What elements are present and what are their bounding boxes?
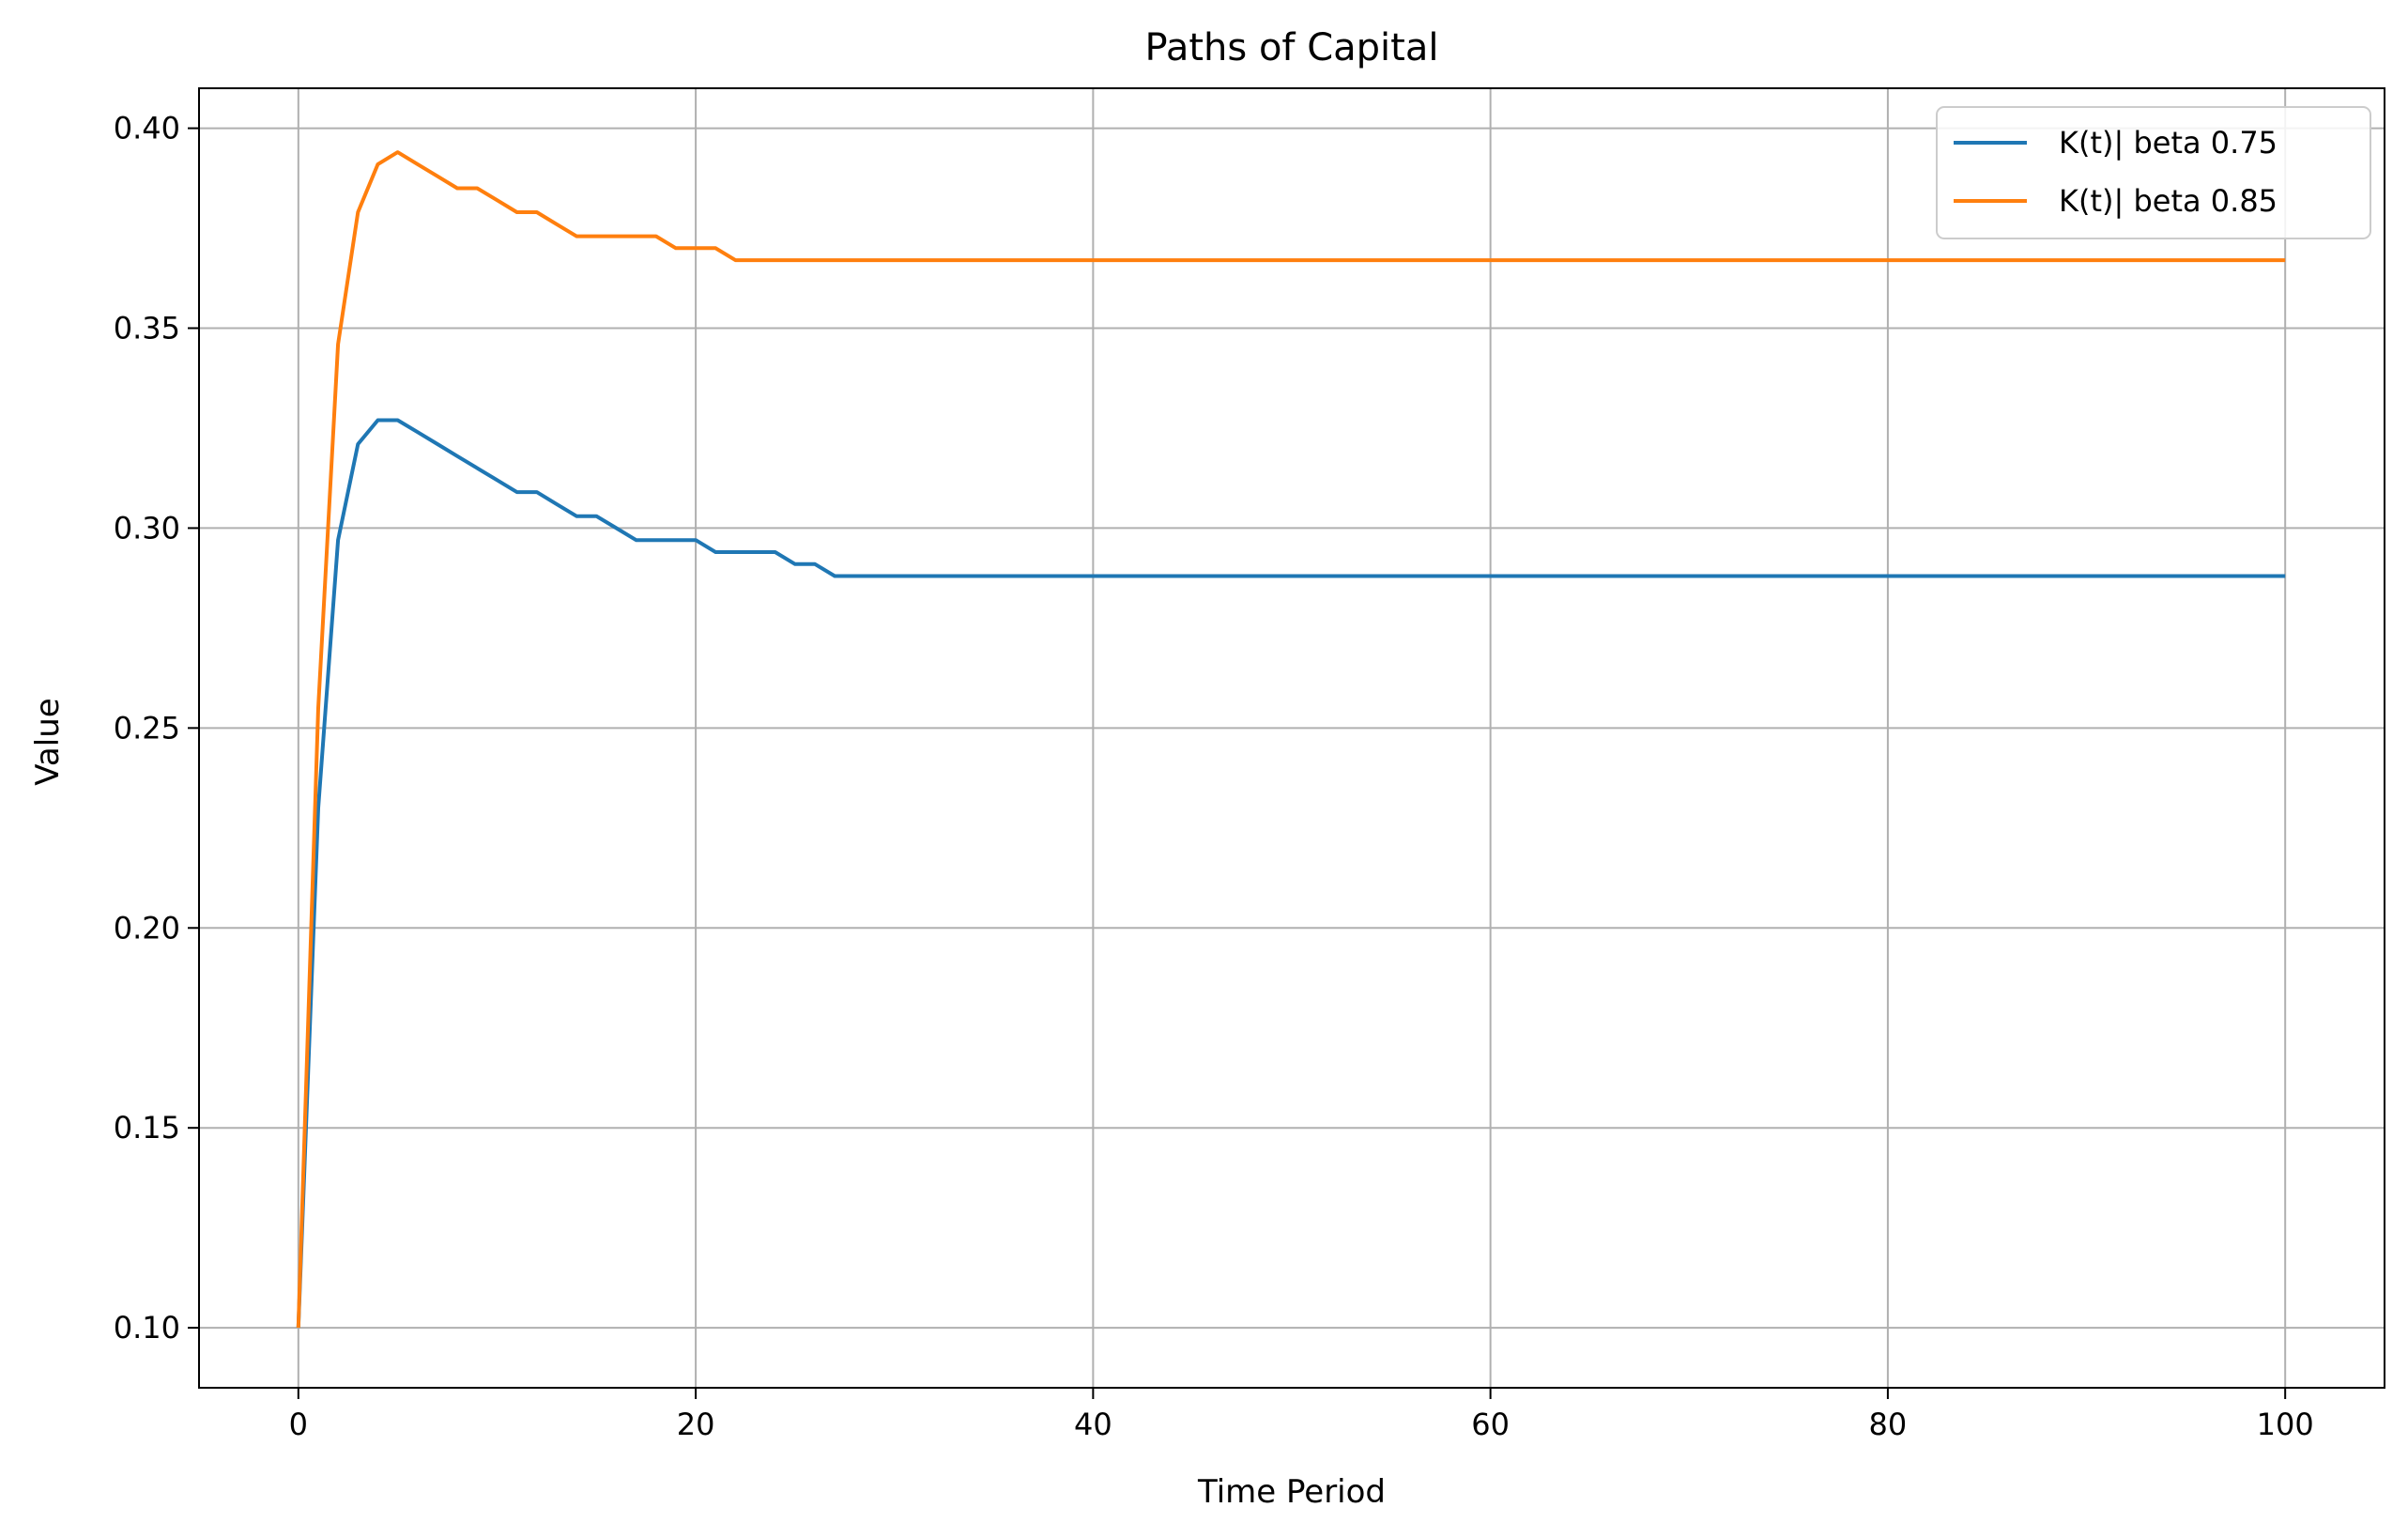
x-axis-ticks: 0 20 40 60 80 100 — [289, 1388, 2314, 1442]
y-tick-label: 0.30 — [114, 510, 180, 546]
y-tick-label: 0.20 — [114, 910, 180, 946]
series-line-2 — [296, 150, 2286, 1329]
legend-box — [1936, 106, 2371, 239]
x-tick-label: 100 — [2257, 1407, 2314, 1442]
y-tick-label: 0.15 — [114, 1110, 180, 1146]
legend-label-1: K(t)| beta 0.75 — [2059, 125, 2278, 161]
y-tick-label: 0.40 — [114, 111, 180, 146]
y-axis-title: Value — [29, 698, 67, 785]
x-tick-label: 40 — [1074, 1407, 1112, 1442]
legend-label-2: K(t)| beta 0.85 — [2059, 183, 2278, 219]
x-tick-label: 60 — [1471, 1407, 1510, 1442]
y-tick-label: 0.10 — [114, 1310, 180, 1346]
y-axis-ticks: 0.10 0.15 0.20 0.25 0.30 0.35 0.40 — [114, 111, 199, 1346]
x-tick-label: 80 — [1869, 1407, 1908, 1442]
chart-title: Paths of Capital — [1145, 26, 1439, 69]
grid-lines — [199, 88, 2385, 1388]
series-line-1 — [296, 418, 2286, 1329]
x-axis-title: Time Period — [1197, 1473, 1386, 1511]
series-lines — [296, 150, 2286, 1329]
x-tick-label: 20 — [677, 1407, 715, 1442]
legend: K(t)| beta 0.75 K(t)| beta 0.85 — [1936, 106, 2371, 239]
y-tick-label: 0.25 — [114, 710, 180, 746]
y-tick-label: 0.35 — [114, 311, 180, 346]
plot-frame — [198, 87, 2385, 1389]
x-tick-label: 0 — [289, 1407, 308, 1442]
